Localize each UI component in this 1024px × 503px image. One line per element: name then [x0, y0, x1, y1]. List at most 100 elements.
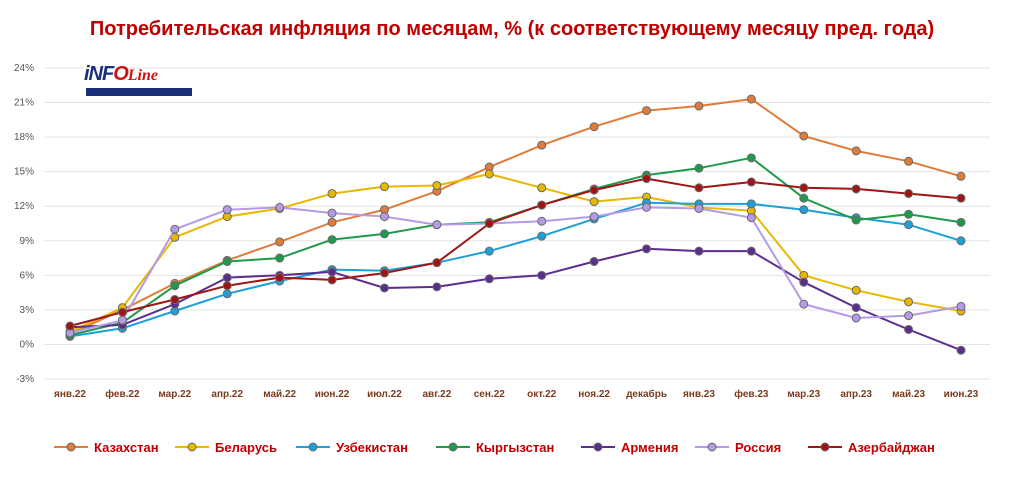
data-point [851, 303, 861, 313]
data-point [851, 313, 861, 323]
legend-label: Казахстан [94, 440, 159, 455]
y-tick-label: 18% [14, 132, 34, 143]
legend-item: Россия [695, 440, 781, 455]
x-tick-label: декабрь [626, 388, 667, 400]
legend-item: Казахстан [54, 440, 159, 455]
legend-marker [820, 442, 830, 452]
data-point [589, 212, 599, 222]
data-point [537, 140, 547, 150]
y-tick-label: 9% [20, 236, 35, 247]
series-4 [65, 244, 966, 355]
data-point [484, 246, 494, 256]
data-point [537, 200, 547, 210]
data-point [642, 106, 652, 116]
y-tick-label: 21% [14, 98, 34, 109]
data-point [65, 321, 75, 331]
legend-marker [308, 442, 318, 452]
data-point [379, 229, 389, 239]
series-line [69, 98, 962, 336]
data-point [694, 183, 704, 193]
legend-label: Кыргызстан [476, 440, 554, 455]
legend-item: Узбекистан [296, 440, 408, 455]
legend-marker [593, 442, 603, 452]
data-point [904, 156, 914, 166]
data-point [589, 197, 599, 207]
legend-marker [707, 442, 717, 452]
data-point [746, 177, 756, 187]
data-point [379, 212, 389, 222]
data-point [799, 299, 809, 309]
series-line [69, 206, 962, 334]
legend-item: Беларусь [175, 440, 277, 455]
data-point [642, 202, 652, 212]
series-5 [65, 202, 966, 338]
data-point [222, 273, 232, 283]
data-point [327, 189, 337, 199]
data-point [275, 237, 285, 247]
x-tick-label: июн.22 [315, 389, 350, 400]
logo-wordmark-line: Line [127, 67, 158, 84]
data-point [222, 205, 232, 215]
logo-wordmark: iNFO [84, 63, 129, 85]
data-point [746, 213, 756, 223]
data-point [484, 169, 494, 179]
data-point [746, 199, 756, 209]
data-point [275, 253, 285, 263]
data-point [170, 295, 180, 305]
legend-item: Армения [581, 440, 678, 455]
data-point [170, 224, 180, 234]
data-point [327, 267, 337, 277]
data-point [904, 209, 914, 219]
series-line [69, 177, 962, 327]
y-axis-ticks: 24% 21% 18% 15% 12% 9% 6% 3% 0% -3% [14, 63, 34, 385]
data-point [117, 315, 127, 325]
logo-bar [86, 88, 192, 96]
data-point [589, 122, 599, 132]
data-point [537, 216, 547, 226]
x-tick-label: июн.23 [944, 389, 979, 400]
y-tick-label: 15% [14, 167, 34, 178]
series-line [69, 173, 962, 333]
data-point [327, 208, 337, 218]
data-point [851, 285, 861, 295]
y-tick-label: -3% [16, 374, 34, 385]
data-point [904, 220, 914, 230]
data-point [589, 185, 599, 195]
x-axis-ticks: янв.22 фев.22 мар.22 апр.22 май.22 июн.22 июл.… [54, 388, 979, 400]
data-point [537, 270, 547, 280]
data-point [904, 311, 914, 321]
data-point [222, 257, 232, 267]
data-point [746, 246, 756, 256]
x-tick-label: фев.23 [734, 388, 769, 400]
data-point [327, 235, 337, 245]
x-tick-label: май.22 [263, 389, 296, 400]
data-point [851, 184, 861, 194]
data-point [799, 277, 809, 287]
data-point [327, 275, 337, 285]
data-point [170, 281, 180, 291]
data-point [956, 236, 966, 246]
data-point [694, 246, 704, 256]
data-point [432, 220, 442, 230]
data-point [904, 189, 914, 199]
x-tick-label: мар.22 [158, 389, 191, 400]
data-point [642, 244, 652, 254]
data-point [746, 94, 756, 104]
data-point [379, 268, 389, 278]
data-point [694, 101, 704, 111]
data-point [694, 204, 704, 214]
data-point [904, 297, 914, 307]
y-tick-label: 0% [20, 339, 35, 350]
data-point [275, 273, 285, 283]
x-tick-label: ноя.22 [578, 389, 610, 400]
data-point [956, 193, 966, 203]
x-tick-label: янв.22 [54, 389, 86, 400]
x-tick-label: май.23 [892, 389, 925, 400]
x-tick-label: апр.23 [840, 389, 872, 400]
data-point [956, 345, 966, 355]
x-tick-label: сен.22 [474, 389, 506, 400]
legend: Казахстан Беларусь Узбекистан Кыргызстан Арм… [54, 440, 935, 455]
data-point [432, 282, 442, 292]
data-point [956, 171, 966, 181]
